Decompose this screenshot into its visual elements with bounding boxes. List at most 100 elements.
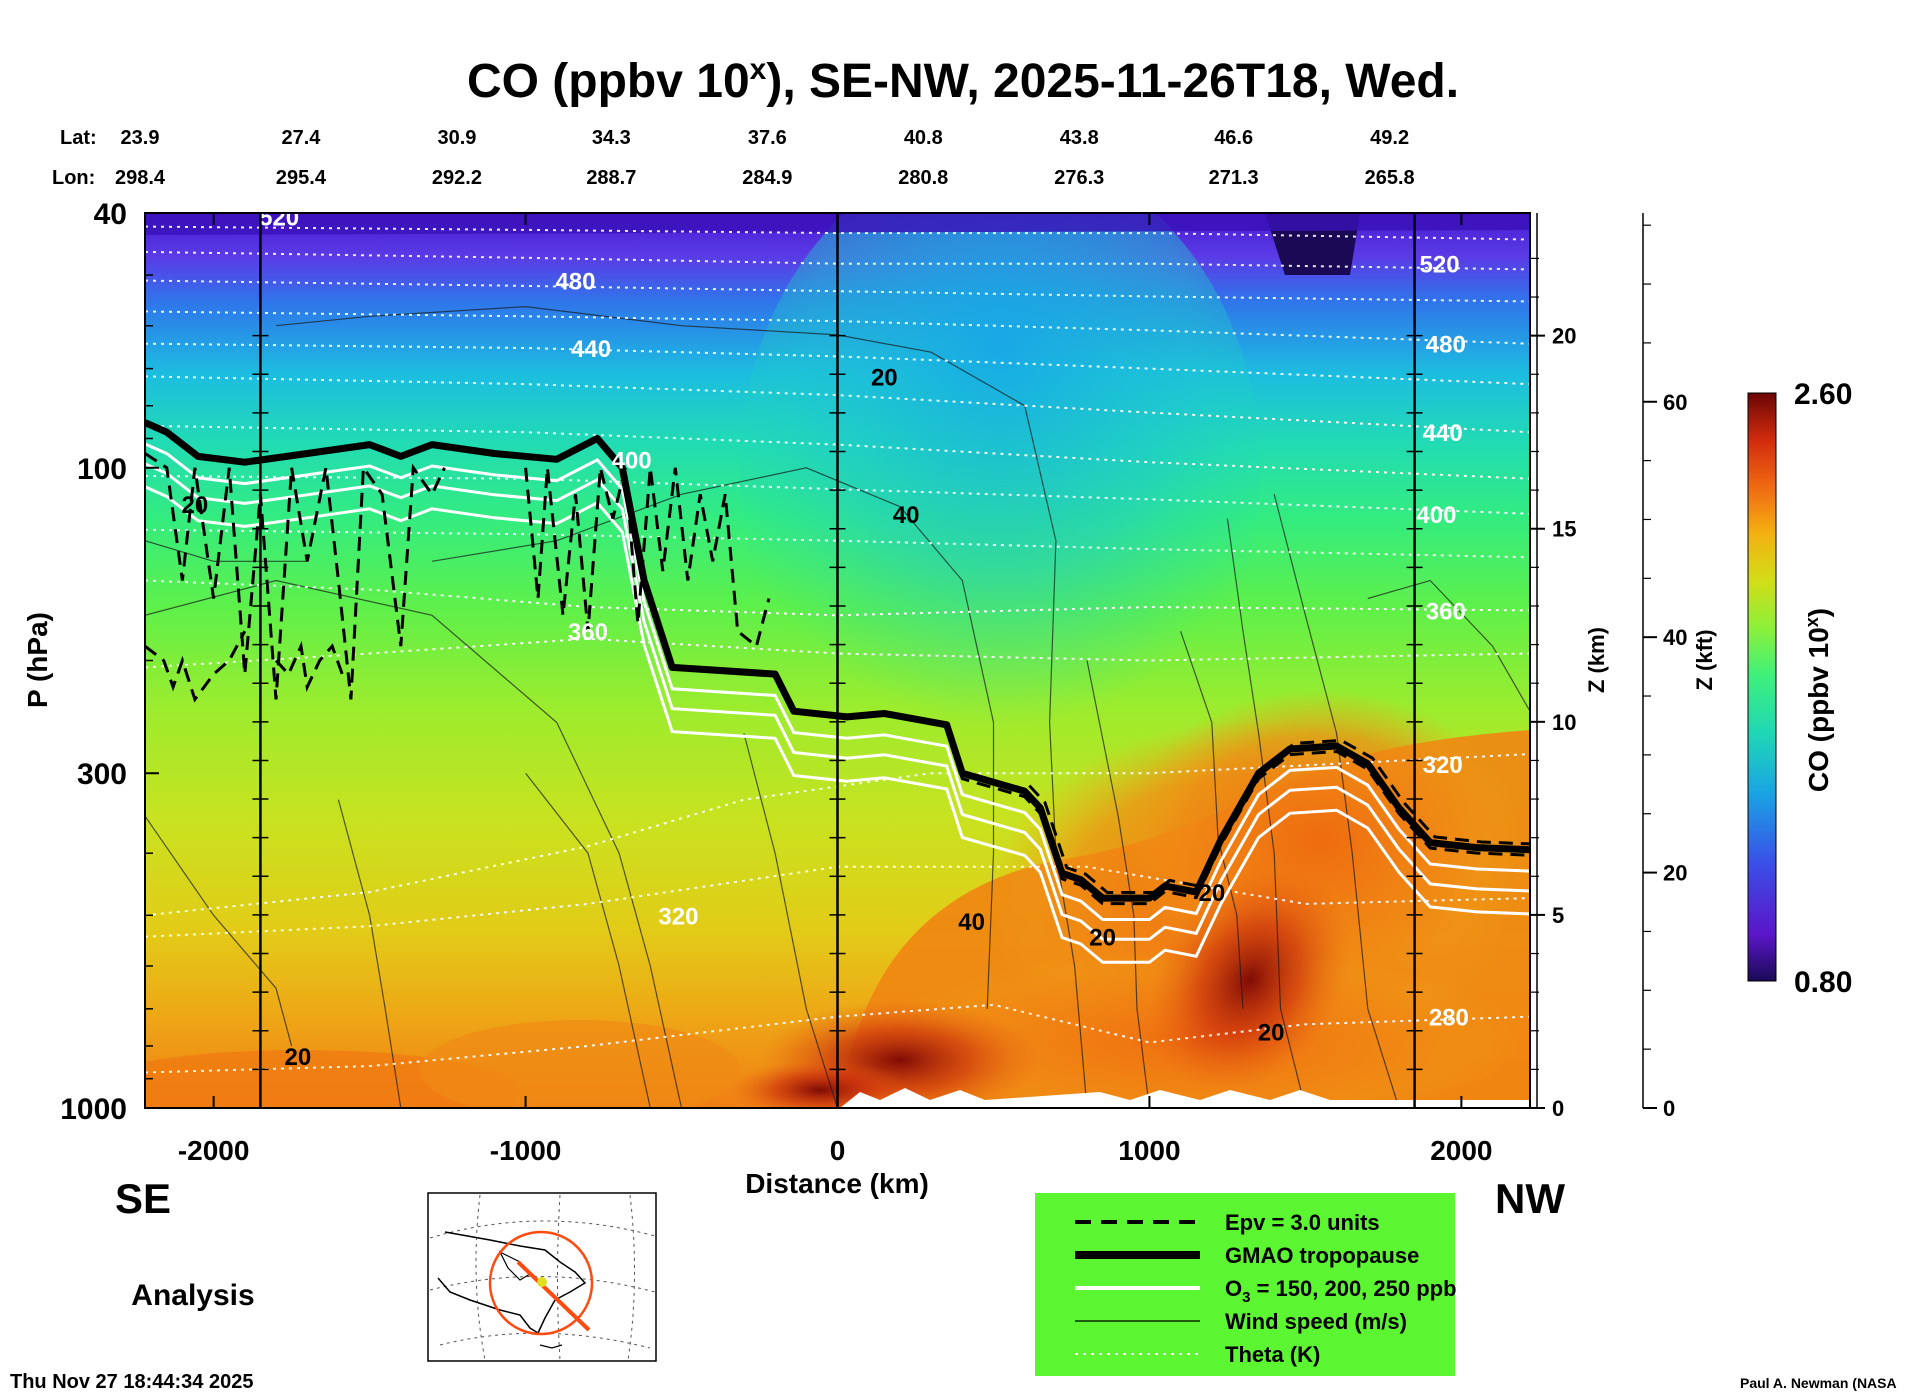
wind-contour xyxy=(1086,660,1150,1108)
theta-contour xyxy=(145,753,1530,917)
ozone-contours xyxy=(145,442,1530,964)
inset-map xyxy=(427,1192,657,1362)
epv-contour xyxy=(274,640,347,693)
legend-label: GMAO tropopause xyxy=(1225,1243,1419,1268)
y-tick-label: 300 xyxy=(77,758,127,791)
x-tick-label: -1000 xyxy=(490,1135,562,1166)
co-field: 520480440400360320520480440400360320280 … xyxy=(145,213,1530,1108)
z-km-axis: 0 5 10 15 20 xyxy=(1530,213,1576,1121)
wind-contour xyxy=(525,772,651,1108)
lon-value: 295.4 xyxy=(276,167,327,189)
theta-label: 480 xyxy=(555,269,595,296)
lat-value: 34.3 xyxy=(592,127,631,149)
lon-value: 265.8 xyxy=(1365,167,1415,189)
wind-contour xyxy=(337,799,402,1108)
theta-label: 440 xyxy=(571,336,611,363)
lat-lon-header: 23.9 298.4 27.4 295.4 30.9 292.2 34.3 288.7 37.6… xyxy=(115,127,1415,189)
z-kft-tick-label: 40 xyxy=(1663,625,1687,650)
epv-contour xyxy=(524,467,771,649)
ozone-contour xyxy=(145,462,1530,941)
legend: Epv = 3.0 units GMAO tropopause O3 = 150, … xyxy=(1035,1193,1457,1376)
lat-value: 46.6 xyxy=(1214,127,1253,149)
z-km-tick-label: 15 xyxy=(1552,517,1576,542)
legend-label: Theta (K) xyxy=(1225,1342,1320,1367)
ozone-contour xyxy=(145,485,1530,964)
gmao-tropopause-line xyxy=(145,419,1530,902)
theta-label: 520 xyxy=(1420,252,1460,279)
theta-label: 400 xyxy=(1416,502,1456,529)
legend-label: Wind speed (m/s) xyxy=(1225,1309,1407,1334)
epv-contour xyxy=(145,452,446,700)
lat-value: 27.4 xyxy=(281,127,321,149)
se-label: SE xyxy=(115,1175,171,1222)
wind-contour xyxy=(431,467,995,1009)
z-kft-tick-label: 0 xyxy=(1663,1096,1675,1121)
wind-label: 20 xyxy=(871,364,898,391)
credit: Paul A. Newman (NASA xyxy=(1740,1375,1897,1391)
wind-contour xyxy=(1226,518,1306,1108)
y-axis-label: P (hPa) xyxy=(22,612,53,708)
colorbar-label: CO (ppbv 10x) xyxy=(1802,608,1834,792)
lon-value: 298.4 xyxy=(115,167,166,189)
z-km-tick-label: 20 xyxy=(1552,324,1576,349)
lon-value: 288.7 xyxy=(586,167,636,189)
lon-value: 292.2 xyxy=(432,167,482,189)
theta-contour xyxy=(145,579,1530,617)
analysis-label: Analysis xyxy=(131,1279,254,1312)
wind-label: 40 xyxy=(893,502,920,529)
z-km-tick-label: 10 xyxy=(1552,710,1576,735)
x-tick-label: 0 xyxy=(830,1135,846,1166)
lat-value: 43.8 xyxy=(1060,127,1099,149)
theta-label: 320 xyxy=(1423,752,1463,779)
lat-value: 40.8 xyxy=(904,127,943,149)
z-km-tick-label: 0 xyxy=(1552,1096,1564,1121)
z-kft-tick-label: 60 xyxy=(1663,390,1687,415)
z-km-label: Z (km) xyxy=(1584,627,1609,693)
timestamp: Thu Nov 27 18:44:34 2025 xyxy=(10,1371,253,1393)
theta-labels: 520 480 440 400 360 320 520 480 440 400 360 320 280 xyxy=(259,213,1469,1032)
theta-contour xyxy=(145,637,1530,669)
lon-value: 284.9 xyxy=(742,167,792,189)
theta-label: 280 xyxy=(1429,1005,1469,1032)
colorbar-min-label: 0.80 xyxy=(1794,966,1852,999)
legend-label: O3 = 150, 200, 250 ppb xyxy=(1225,1276,1457,1306)
y-tick-label: 100 xyxy=(77,453,127,486)
wind-contour xyxy=(1367,579,1530,712)
wind-contour xyxy=(743,733,839,1108)
lon-value: 280.8 xyxy=(898,167,948,189)
ozone-contour xyxy=(145,442,1530,921)
wind-label: 20 xyxy=(182,492,209,519)
wind-labels: 20 40 20 40 20 20 20 20 xyxy=(182,364,1285,1071)
lat-label: Lat: xyxy=(60,127,97,149)
y-axis: 40 100 300 1000 xyxy=(60,198,159,1126)
x-tick-label: 2000 xyxy=(1430,1135,1492,1166)
vertical-marker-lines xyxy=(252,213,1423,1108)
colorbar xyxy=(1747,392,1777,982)
lat-value: 23.9 xyxy=(121,127,160,149)
y-tick-label: 40 xyxy=(94,198,127,231)
lon-value: 271.3 xyxy=(1209,167,1259,189)
z-kft-label: Z (kft) xyxy=(1692,629,1717,690)
x-tick-label: 1000 xyxy=(1118,1135,1180,1166)
x-tick-label: -2000 xyxy=(178,1135,250,1166)
epv-contour xyxy=(145,630,247,703)
theta-label: 440 xyxy=(1423,420,1463,447)
theta-label: 360 xyxy=(1426,598,1466,625)
lat-value: 30.9 xyxy=(437,127,476,149)
wind-contour xyxy=(145,540,308,562)
y-tick-label: 1000 xyxy=(60,1093,127,1126)
wind-label: 20 xyxy=(1089,925,1116,952)
lon-label: Lon: xyxy=(52,167,95,189)
colorbar-max-label: 2.60 xyxy=(1794,378,1852,411)
x-axis: -2000 -1000 0 1000 2000 xyxy=(178,213,1493,1166)
nw-label: NW xyxy=(1495,1175,1565,1222)
theta-label: 360 xyxy=(568,619,608,646)
legend-label: Epv = 3.0 units xyxy=(1225,1210,1380,1235)
z-kft-tick-label: 20 xyxy=(1663,861,1687,886)
chart-title: CO (ppbv 10x), SE-NW, 2025-11-26T18, Wed… xyxy=(467,53,1459,108)
wind-label: 40 xyxy=(958,909,985,936)
theta-label: 320 xyxy=(658,903,698,930)
x-axis-label: Distance (km) xyxy=(745,1168,929,1199)
wind-label: 20 xyxy=(1258,1020,1285,1047)
z-kft-axis: 0 20 40 60 xyxy=(1642,213,1687,1121)
